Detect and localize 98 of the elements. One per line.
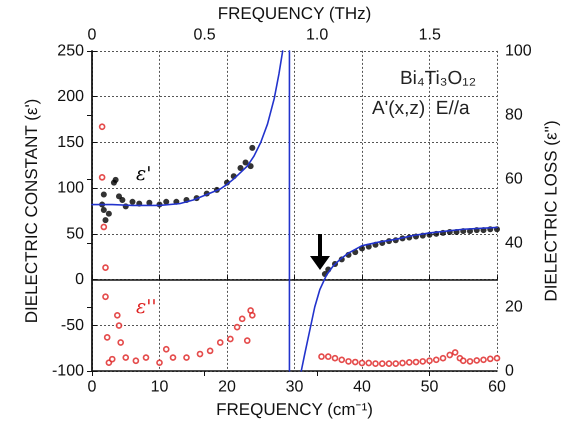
point [419, 358, 426, 365]
point [238, 316, 246, 322]
y2-tick-label: 40 [505, 234, 523, 252]
point [352, 358, 359, 366]
point [122, 354, 130, 361]
point [100, 191, 107, 198]
point [116, 193, 122, 200]
x2-tick-label: 0 [88, 26, 97, 44]
point [324, 353, 332, 360]
y2-tick-label: 60 [505, 170, 523, 188]
point [216, 339, 224, 346]
point [399, 360, 406, 366]
point [365, 360, 372, 366]
point [116, 322, 122, 329]
point [406, 359, 413, 366]
point [440, 354, 446, 362]
y2-tick-label: 20 [505, 298, 523, 316]
point [249, 312, 256, 319]
point [412, 358, 420, 366]
y2-tick-label: 0 [505, 362, 514, 380]
x-tick-label: 10 [150, 378, 168, 396]
y2-tick-label: 80 [505, 106, 523, 124]
y-axis-title: DIELECTRIC CONSTANT (ε') [22, 98, 41, 324]
point [106, 210, 112, 217]
series-label: ε' [136, 163, 152, 186]
point [98, 123, 106, 130]
point [130, 198, 136, 205]
series-label: ε'' [136, 296, 157, 318]
point [244, 337, 251, 344]
point [386, 360, 392, 367]
point [358, 360, 366, 366]
point [112, 176, 119, 183]
point [372, 360, 379, 367]
point [119, 196, 126, 203]
point [345, 358, 352, 365]
point [242, 159, 249, 166]
point [183, 354, 190, 361]
y2-axis-title: DIELECTRIC LOSS (ε'') [542, 120, 561, 302]
point [102, 264, 109, 271]
point [156, 359, 163, 366]
point [338, 356, 346, 364]
x-tick-label: 30 [286, 378, 304, 396]
point [234, 324, 240, 330]
point [100, 224, 108, 230]
y-tick-label: 150 [57, 134, 84, 151]
point [452, 349, 458, 356]
point [102, 293, 109, 300]
x2-tick-label: 1.0 [306, 26, 328, 44]
point [196, 350, 204, 358]
point [238, 164, 244, 171]
point [142, 354, 150, 361]
point [473, 357, 480, 364]
point [227, 336, 234, 342]
point [170, 354, 176, 361]
x-axis-title: FREQUENCY (cm⁻¹) [216, 400, 373, 419]
point [98, 174, 106, 181]
y-tick-label: -100 [52, 362, 84, 380]
point [486, 356, 494, 362]
point [117, 339, 124, 346]
point [249, 144, 256, 151]
point [378, 360, 386, 367]
y-tick-label: 100 [57, 180, 84, 197]
point [466, 358, 474, 365]
line-series [91, 50, 284, 206]
point [100, 207, 107, 214]
y2-tick-label: 100 [505, 42, 532, 60]
x-tick-label: 20 [218, 378, 236, 396]
point [494, 354, 500, 362]
point [206, 348, 214, 354]
point [102, 217, 108, 224]
point [108, 356, 116, 362]
point [104, 334, 110, 341]
point [318, 353, 325, 360]
x-tick-label: 40 [353, 378, 371, 396]
x2-tick-label: 0.5 [193, 26, 216, 44]
y-tick-label: 0 [75, 271, 84, 288]
x-tick-label: 60 [488, 378, 506, 396]
annotation: A'(x,z) E//a [372, 98, 470, 120]
point [426, 357, 433, 364]
x2-tick-label: 1.5 [418, 26, 441, 44]
point [480, 356, 487, 364]
point [432, 356, 440, 364]
annotation: Bi₄Ti₃O₁₂ [400, 68, 476, 90]
point [460, 357, 467, 364]
y-tick-label: 50 [66, 225, 84, 242]
point [162, 346, 170, 353]
point [392, 360, 400, 367]
y-tick-label: 250 [57, 42, 84, 60]
point [332, 354, 338, 362]
point [132, 357, 140, 364]
x-tick-label: 0 [88, 378, 97, 396]
point [114, 312, 121, 319]
y-tick-label: 200 [57, 88, 84, 106]
x-tick-label: 50 [420, 378, 438, 396]
y-tick-label: -50 [60, 316, 84, 334]
point [446, 352, 454, 358]
point [247, 307, 254, 314]
x2-axis-title: FREQUENCY (THz) [218, 4, 372, 23]
